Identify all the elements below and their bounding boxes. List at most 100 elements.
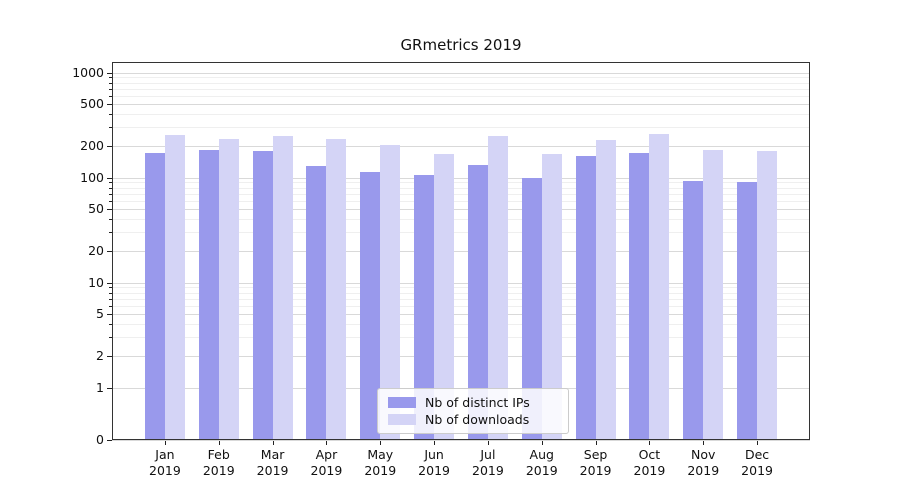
y-tick-label: 200 (80, 137, 104, 153)
y-minor-tick (109, 298, 112, 300)
x-tick-label-month: Oct (638, 447, 661, 462)
y-tick-label: 100 (80, 169, 104, 185)
x-tick-label-month: May (367, 447, 394, 462)
y-minor-tick (109, 127, 112, 129)
y-gridline-minor (112, 77, 810, 79)
bar-downloads (434, 154, 455, 440)
x-tick-label-year: 2019 (633, 463, 666, 478)
x-tick-label-year: 2019 (472, 463, 504, 478)
y-tick-label: 0 (96, 432, 104, 447)
bar-downloads (541, 154, 562, 440)
y-tick-label: 2 (96, 347, 104, 363)
x-tick-label-month: Feb (207, 447, 230, 462)
y-gridline-minor (112, 292, 810, 294)
y-minor-tick (109, 193, 112, 195)
bar-distinct-ips (306, 165, 327, 440)
y-minor-tick (109, 77, 112, 79)
x-tick-label-month: Jun (424, 447, 444, 462)
x-tick (703, 441, 705, 445)
y-minor-tick (109, 324, 112, 326)
y-tick (107, 104, 112, 106)
bar-downloads (487, 135, 508, 440)
y-minor-tick (109, 88, 112, 90)
bar-distinct-ips (521, 177, 542, 440)
y-minor-tick (109, 287, 112, 289)
bar-distinct-ips (737, 181, 758, 440)
y-tick (107, 387, 112, 389)
y-tick (107, 72, 112, 74)
y-tick (107, 177, 112, 179)
y-tick (107, 209, 112, 211)
x-tick-label-year: 2019 (525, 463, 558, 478)
y-gridline (112, 440, 810, 441)
y-minor-tick (109, 182, 112, 184)
y-minor-tick (109, 219, 112, 221)
x-tick (218, 441, 220, 445)
chart-title: GRmetrics 2019 (400, 36, 522, 54)
x-tick-label-year: 2019 (364, 463, 397, 478)
y-gridline-minor (112, 337, 810, 339)
x-tick-label-year: 2019 (149, 463, 181, 478)
bar-distinct-ips (629, 152, 650, 440)
y-gridline (112, 72, 810, 74)
y-minor-tick (109, 200, 112, 202)
y-gridline (112, 282, 810, 284)
y-gridline-minor (112, 82, 810, 84)
x-tick-label-year: 2019 (579, 463, 612, 478)
y-tick-label: 1000 (72, 64, 104, 80)
x-tick-label-month: Sep (583, 447, 608, 462)
x-tick-label-year: 2019 (418, 463, 450, 478)
y-gridline-minor (112, 232, 810, 234)
y-gridline-minor (112, 324, 810, 326)
legend-swatch-distinct-ips (388, 397, 416, 408)
y-tick-label: 5 (96, 306, 104, 322)
y-tick-label: 10 (88, 274, 104, 290)
x-tick-label-month: Mar (260, 447, 285, 462)
y-gridline-minor (112, 219, 810, 221)
y-minor-tick (109, 292, 112, 294)
x-tick (272, 441, 274, 445)
x-tick (380, 441, 382, 445)
y-gridline (112, 209, 810, 211)
y-gridline-minor (112, 187, 810, 189)
y-gridline (112, 177, 810, 179)
x-tick (649, 441, 651, 445)
bar-downloads (595, 139, 616, 440)
y-tick (107, 250, 112, 252)
legend-swatch-downloads (388, 414, 416, 425)
y-gridline (112, 355, 810, 357)
y-gridline (112, 314, 810, 316)
y-gridline-minor (112, 305, 810, 307)
y-tick (107, 440, 112, 441)
y-gridline (112, 145, 810, 147)
y-minor-tick (109, 114, 112, 116)
bar-downloads (703, 150, 724, 440)
bar-distinct-ips (575, 156, 596, 440)
y-minor-tick (109, 305, 112, 307)
x-tick-label-month: Aug (529, 447, 554, 462)
x-tick-label-year: 2019 (202, 463, 235, 478)
y-tick-label: 1 (96, 379, 104, 395)
legend-item-downloads: Nb of downloads (388, 411, 558, 428)
x-tick-label-month: Dec (744, 447, 770, 462)
legend: Nb of distinct IPs Nb of downloads (377, 388, 569, 434)
x-tick-label-month: Nov (691, 447, 716, 462)
x-tick (434, 441, 436, 445)
bar-distinct-ips (144, 153, 165, 440)
y-gridline-minor (112, 200, 810, 202)
y-minor-tick (109, 232, 112, 234)
y-tick-label: 20 (88, 242, 104, 258)
bar-distinct-ips (467, 164, 488, 440)
y-gridline (112, 104, 810, 106)
x-tick-label-year: 2019 (256, 463, 289, 478)
bar-distinct-ips (414, 174, 435, 440)
y-gridline-minor (112, 298, 810, 300)
x-tick-label-year: 2019 (741, 463, 773, 478)
bar-downloads (649, 133, 670, 440)
legend-label-downloads: Nb of downloads (425, 412, 530, 427)
legend-item-distinct-ips: Nb of distinct IPs (388, 394, 558, 411)
y-gridline-minor (112, 193, 810, 195)
y-gridline-minor (112, 182, 810, 184)
y-tick-label: 50 (88, 201, 104, 217)
x-tick-label-month: Jul (480, 447, 496, 462)
